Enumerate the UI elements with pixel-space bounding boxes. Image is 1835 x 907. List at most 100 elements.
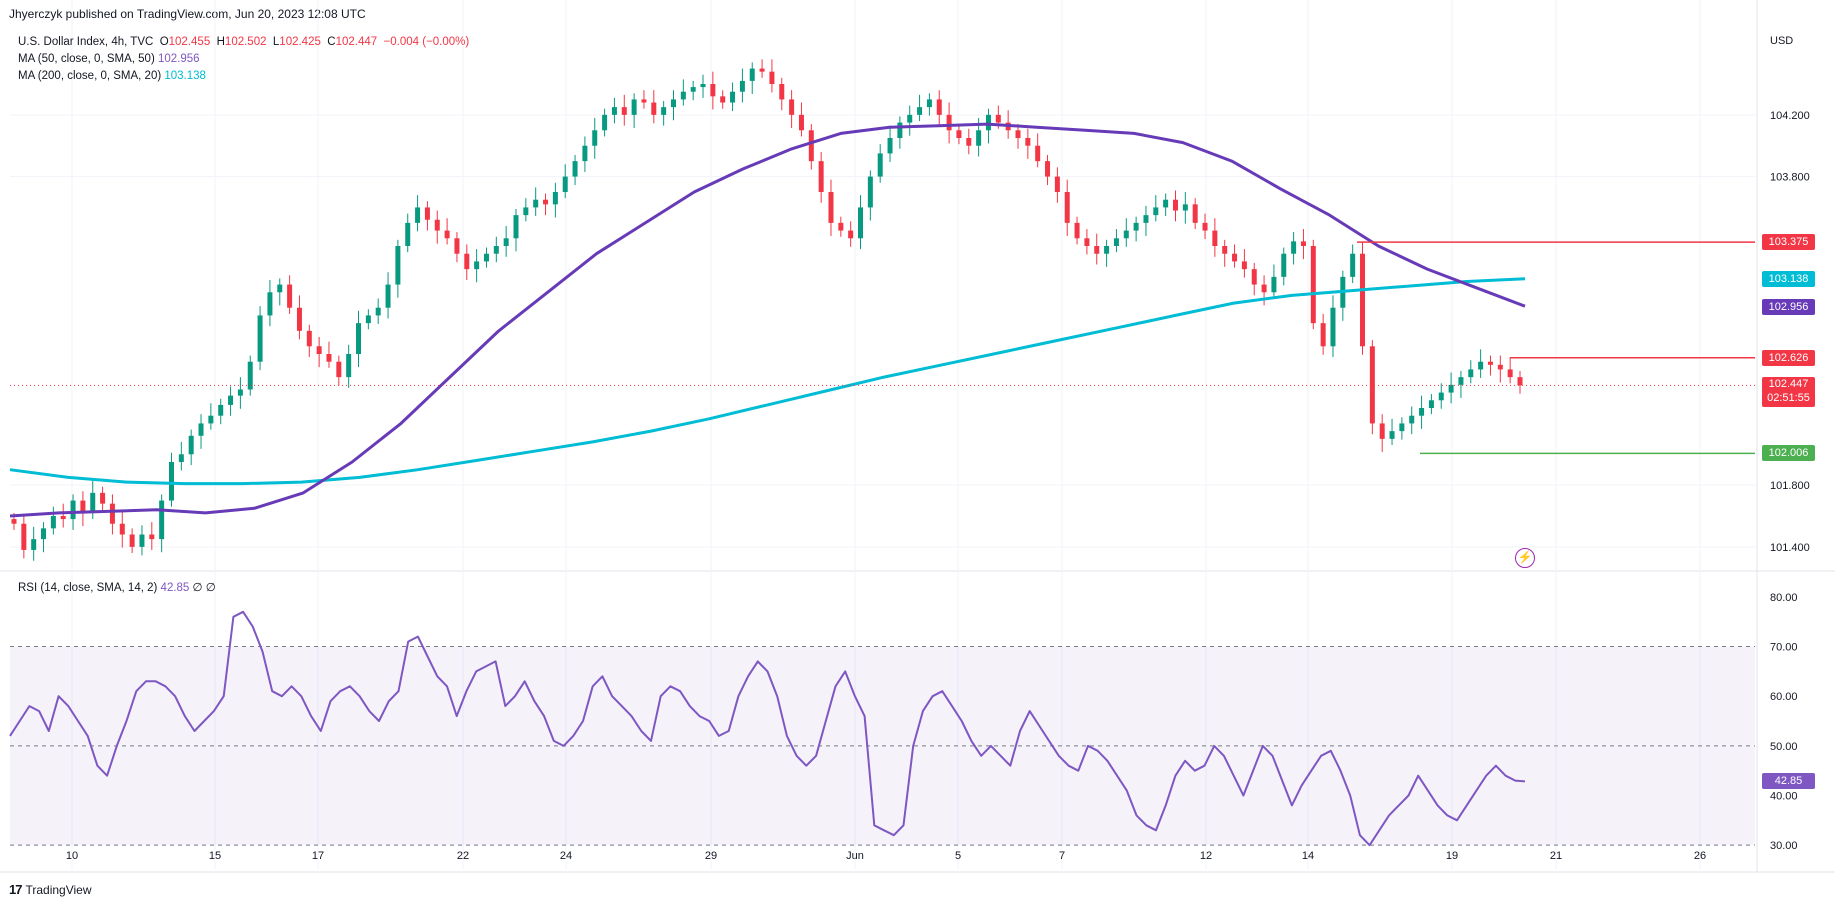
candle-body — [1212, 230, 1218, 246]
price-badge: 102.447 02:51:55 — [1762, 377, 1815, 408]
footer[interactable]: 17 TradingView — [9, 882, 92, 897]
time-tick-label: 15 — [209, 850, 221, 862]
rsi-tick-label: 60.00 — [1770, 691, 1798, 703]
candle-body — [995, 114, 1001, 123]
candle-body — [1192, 204, 1198, 223]
candle-body — [798, 114, 804, 131]
footer-brand: TradingView — [25, 882, 92, 897]
candle-body — [1438, 392, 1444, 401]
candle-body — [946, 114, 952, 131]
candle-body — [789, 99, 795, 115]
price-badge: 103.138 — [1762, 270, 1815, 287]
candle-body — [218, 404, 224, 416]
candle-body — [611, 107, 617, 115]
candle-body — [1300, 241, 1306, 246]
rsi-tick-label: 30.00 — [1770, 840, 1798, 852]
candle-body — [1172, 199, 1178, 211]
candle-body — [159, 500, 165, 540]
candle-body — [1251, 269, 1257, 285]
candle-body — [247, 361, 253, 390]
candle-body — [415, 207, 421, 223]
candle-body — [346, 354, 352, 378]
ma-layer — [9, 122, 1755, 518]
candle-body — [80, 500, 86, 513]
candle-body — [1379, 423, 1385, 439]
candle-body — [444, 230, 450, 239]
candle-body — [808, 130, 814, 162]
candle-body — [493, 246, 499, 254]
candle-body — [1310, 246, 1316, 324]
candle-body — [1330, 307, 1336, 347]
rsi-legend[interactable]: RSI (14, close, SMA, 14, 2) 42.85 ∅ ∅ — [18, 580, 216, 594]
price-badge-countdown: 02:51:55 — [1767, 392, 1810, 405]
candle-body — [690, 87, 696, 92]
candle-body — [887, 138, 893, 154]
rsi-tick-label: 50.00 — [1770, 741, 1798, 753]
candle-body — [700, 84, 706, 88]
price-tick-label: 101.800 — [1770, 480, 1810, 492]
candle-body — [1428, 400, 1434, 408]
candle-body — [562, 176, 568, 192]
candle-body — [149, 534, 155, 540]
legend-ma50-value: 102.956 — [157, 53, 200, 65]
price-badge: 103.375 — [1762, 234, 1815, 251]
candle-body — [208, 415, 214, 424]
candle-body — [129, 534, 135, 547]
candle-body — [710, 84, 716, 97]
candle-body — [976, 130, 982, 146]
candle-body — [759, 68, 765, 72]
legend-high: 102.502 — [224, 36, 267, 48]
candle-body — [1133, 222, 1139, 231]
candle-body — [1143, 215, 1149, 223]
rsi-line — [9, 610, 1526, 847]
price-tick-label: 101.400 — [1770, 542, 1810, 554]
time-tick-label: 10 — [66, 850, 78, 862]
candle-body — [1487, 361, 1493, 365]
candle-body — [316, 346, 322, 354]
legend-ma200-label: MA (200, close, 0, SMA, 20) — [18, 70, 162, 82]
candle-body — [670, 99, 676, 108]
legend-ma50-row[interactable]: MA (50, close, 0, SMA, 50) 102.956 — [18, 51, 469, 68]
candle-body — [572, 161, 578, 177]
legend-change: −0.004 (−0.00%) — [383, 36, 470, 48]
legend-ma200-row[interactable]: MA (200, close, 0, SMA, 20) 103.138 — [18, 68, 469, 85]
candle-body — [1281, 253, 1287, 277]
candle-body — [1025, 138, 1031, 146]
candle-body — [41, 528, 47, 540]
candle-body — [720, 96, 726, 103]
candle-body — [119, 523, 125, 535]
candle-body — [1074, 222, 1080, 239]
rsi-legend-label: RSI (14, close, SMA, 14, 2) — [18, 582, 158, 594]
price-badge: 102.956 — [1762, 298, 1815, 315]
candle-body — [1399, 423, 1405, 432]
level-layer — [1357, 241, 1755, 455]
candle-body — [434, 219, 440, 231]
legend-symbol: U.S. Dollar Index, 4h, TVC — [18, 36, 154, 48]
legend-l-label: L — [272, 36, 280, 48]
candle-body — [90, 492, 96, 513]
tradingview-logo-icon: 17 — [9, 882, 23, 897]
candle-body — [296, 307, 302, 331]
candle-body — [1419, 408, 1425, 416]
lightning-icon[interactable]: ⚡ — [1515, 548, 1535, 568]
time-tick-label: 7 — [1059, 850, 1065, 862]
legend-open: 102.455 — [168, 36, 211, 48]
rsi-tick-label: 70.00 — [1770, 642, 1798, 654]
candle-body — [1113, 238, 1119, 246]
candle-body — [523, 207, 529, 216]
legend-c-label: C — [327, 36, 336, 48]
candle-body — [1409, 415, 1415, 424]
time-tick-label: 12 — [1200, 850, 1212, 862]
candle-body — [641, 99, 647, 103]
candle-body — [50, 516, 56, 529]
candle-body — [1291, 241, 1297, 254]
candle-body — [513, 215, 519, 239]
candle-body — [1094, 246, 1100, 254]
candle-body — [1458, 377, 1464, 385]
candle-body — [1045, 161, 1051, 177]
candle-body — [1084, 238, 1090, 246]
currency-label: USD — [1770, 35, 1793, 47]
time-tick-label: 19 — [1446, 850, 1458, 862]
rsi-legend-extra1: ∅ — [192, 582, 203, 594]
